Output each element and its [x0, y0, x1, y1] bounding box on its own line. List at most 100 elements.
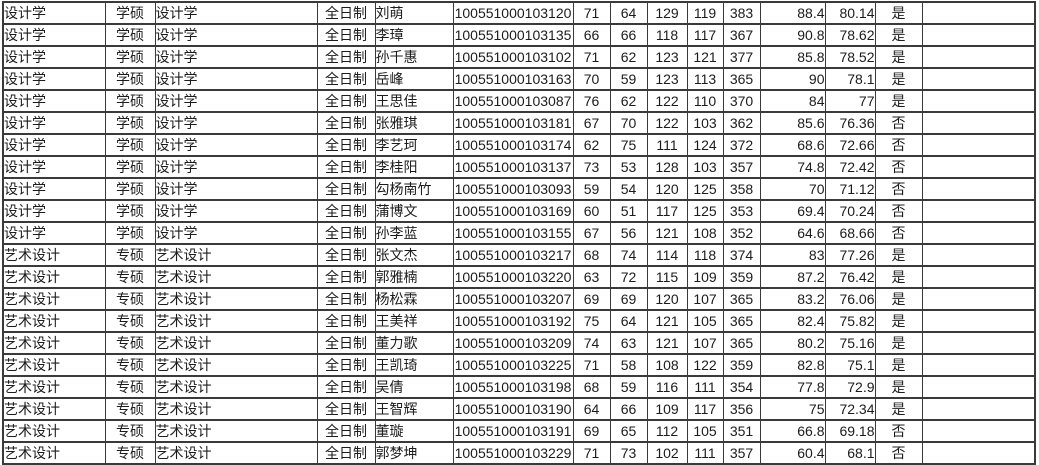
cell-flag: 否 — [874, 156, 923, 179]
cell-total-score: 362 — [722, 112, 761, 135]
cell-score-3: 111 — [646, 134, 688, 157]
cell-name: 李桂阳 — [374, 156, 454, 179]
table-row: 设计学 学硕 设计学 全日制 孙李蓝 100551000103155 67 56 121 108 3… — [2, 222, 1036, 245]
cell-notes — [921, 134, 1036, 157]
cell-degree-type: 学硕 — [104, 68, 156, 91]
cell-program: 艺术设计 — [2, 354, 106, 377]
cell-name: 王美祥 — [374, 310, 454, 333]
cell-program: 设计学 — [2, 222, 106, 245]
cell-flag: 是 — [874, 376, 923, 399]
cell-name: 刘萌 — [374, 2, 454, 25]
cell-name: 王凯琦 — [374, 354, 454, 377]
cell-total-score: 359 — [722, 354, 761, 377]
cell-score-4: 105 — [686, 420, 724, 443]
cell-flag: 是 — [874, 244, 923, 267]
cell-score-1: 68 — [572, 376, 611, 399]
cell-score-a: 87.2 — [759, 266, 826, 289]
cell-flag: 是 — [874, 266, 923, 289]
cell-score-b: 76.42 — [824, 266, 876, 289]
cell-score-a: 90.8 — [759, 24, 826, 47]
cell-degree-type: 专硕 — [104, 376, 156, 399]
cell-major: 设计学 — [154, 200, 318, 223]
cell-study-mode: 全日制 — [316, 90, 376, 113]
cell-notes — [921, 354, 1036, 377]
cell-program: 设计学 — [2, 2, 106, 25]
cell-score-3: 109 — [646, 398, 688, 421]
cell-total-score: 358 — [722, 178, 761, 201]
cell-score-a: 85.8 — [759, 46, 826, 69]
cell-study-mode: 全日制 — [316, 112, 376, 135]
cell-major: 艺术设计 — [154, 354, 318, 377]
table-row: 设计学 学硕 设计学 全日制 刘萌 100551000103120 71 64 129 119 38… — [2, 2, 1036, 25]
cell-score-3: 117 — [646, 200, 688, 223]
cell-notes — [921, 112, 1036, 135]
cell-score-a: 84 — [759, 90, 826, 113]
cell-notes — [921, 310, 1036, 333]
cell-score-3: 121 — [646, 222, 688, 245]
cell-score-1: 76 — [572, 90, 611, 113]
cell-candidate-id: 100551000103209 — [452, 332, 574, 355]
cell-score-2: 70 — [609, 112, 648, 135]
cell-study-mode: 全日制 — [316, 200, 376, 223]
cell-flag: 否 — [874, 112, 923, 135]
cell-program: 设计学 — [2, 156, 106, 179]
cell-score-b: 75.82 — [824, 310, 876, 333]
cell-candidate-id: 100551000103155 — [452, 222, 574, 245]
cell-score-a: 68.6 — [759, 134, 826, 157]
cell-program: 艺术设计 — [2, 244, 106, 267]
cell-score-3: 108 — [646, 354, 688, 377]
cell-major: 艺术设计 — [154, 288, 318, 311]
cell-degree-type: 专硕 — [104, 398, 156, 421]
cell-major: 艺术设计 — [154, 376, 318, 399]
cell-program: 艺术设计 — [2, 376, 106, 399]
table-row: 艺术设计 专硕 艺术设计 全日制 郭梦坤 100551000103229 71 73 102 11… — [2, 442, 1036, 465]
cell-score-2: 74 — [609, 244, 648, 267]
cell-name: 岳峰 — [374, 68, 454, 91]
cell-study-mode: 全日制 — [316, 222, 376, 245]
table-row: 艺术设计 专硕 艺术设计 全日制 郭雅楠 100551000103220 63 72 115 10… — [2, 266, 1036, 289]
cell-total-score: 370 — [722, 90, 761, 113]
cell-major: 设计学 — [154, 222, 318, 245]
cell-notes — [921, 332, 1036, 355]
cell-program: 艺术设计 — [2, 266, 106, 289]
cell-score-a: 74.8 — [759, 156, 826, 179]
cell-score-4: 125 — [686, 200, 724, 223]
cell-program: 艺术设计 — [2, 288, 106, 311]
cell-score-4: 103 — [686, 112, 724, 135]
cell-score-a: 82.4 — [759, 310, 826, 333]
table-row: 设计学 学硕 设计学 全日制 蒲博文 100551000103169 60 51 117 125 3… — [2, 200, 1036, 223]
table-row: 设计学 学硕 设计学 全日制 孙千惠 100551000103102 71 62 123 121 3… — [2, 46, 1036, 69]
cell-candidate-id: 100551000103190 — [452, 398, 574, 421]
cell-score-2: 54 — [609, 178, 648, 201]
cell-score-4: 113 — [686, 68, 724, 91]
cell-score-b: 72.9 — [824, 376, 876, 399]
cell-study-mode: 全日制 — [316, 46, 376, 69]
table-row: 艺术设计 专硕 艺术设计 全日制 吴倩 100551000103198 68 59 116 111… — [2, 376, 1036, 399]
cell-degree-type: 专硕 — [104, 354, 156, 377]
cell-study-mode: 全日制 — [316, 134, 376, 157]
cell-score-3: 115 — [646, 266, 688, 289]
cell-major: 艺术设计 — [154, 244, 318, 267]
cell-score-1: 69 — [572, 420, 611, 443]
cell-major: 设计学 — [154, 90, 318, 113]
cell-study-mode: 全日制 — [316, 376, 376, 399]
cell-score-2: 58 — [609, 354, 648, 377]
cell-score-3: 121 — [646, 310, 688, 333]
cell-degree-type: 学硕 — [104, 222, 156, 245]
cell-notes — [921, 2, 1036, 25]
cell-notes — [921, 244, 1036, 267]
cell-score-1: 71 — [572, 2, 611, 25]
cell-score-a: 83.2 — [759, 288, 826, 311]
cell-score-b: 75.16 — [824, 332, 876, 355]
table-row: 设计学 学硕 设计学 全日制 张雅琪 100551000103181 67 70 122 103 3… — [2, 112, 1036, 135]
cell-name: 李璋 — [374, 24, 454, 47]
cell-score-2: 72 — [609, 266, 648, 289]
cell-score-2: 64 — [609, 310, 648, 333]
cell-program: 设计学 — [2, 178, 106, 201]
cell-notes — [921, 266, 1036, 289]
cell-major: 设计学 — [154, 178, 318, 201]
table-row: 设计学 学硕 设计学 全日制 勾杨南竹 100551000103093 59 54 120 125… — [2, 178, 1036, 201]
